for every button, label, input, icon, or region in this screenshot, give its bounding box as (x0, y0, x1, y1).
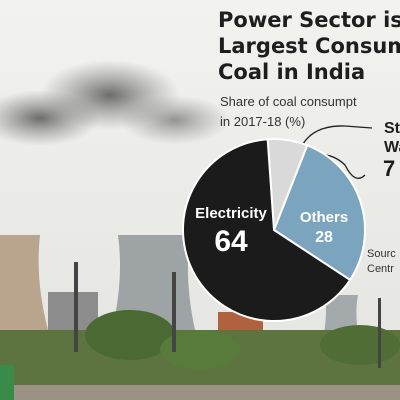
data-label: 7 (383, 156, 395, 181)
slice-label: Electricity (195, 205, 267, 222)
callout-label: Ste (384, 120, 400, 137)
chart-title: Coal in India (218, 60, 365, 84)
chart-title: Power Sector is (218, 8, 400, 32)
chart-subtitle: Share of coal consumpt (220, 94, 357, 109)
source: Centr (367, 263, 394, 275)
data-label: 28 (315, 229, 333, 246)
data-label: 64 (214, 225, 248, 258)
pie-slice (272, 144, 366, 282)
chart-subtitle: in 2017-18 (%) (220, 114, 305, 129)
callout-label: Wa (384, 139, 400, 156)
chart-title: Largest Consump (218, 34, 400, 58)
pie-slice (182, 138, 352, 322)
source: Sourc (367, 248, 396, 260)
slice-label: Others (300, 209, 348, 226)
